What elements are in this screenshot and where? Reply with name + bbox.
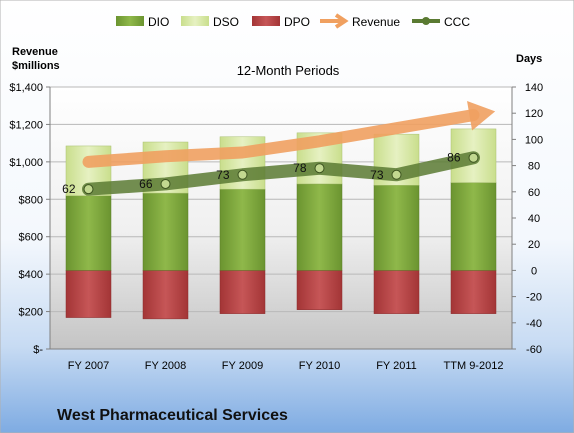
ccc-data-label: 78 xyxy=(293,161,307,175)
legend-item-ccc: CCC xyxy=(412,15,470,29)
company-name: West Pharmaceutical Services xyxy=(57,407,288,424)
bar-dio xyxy=(219,188,266,271)
left-tick-label: $200 xyxy=(19,307,43,319)
right-tick-label: -40 xyxy=(526,318,542,330)
left-axis-ticks: $- $200 $400 $600 $800 $1,000 $1,200 $1,400 xyxy=(9,82,50,356)
legend-item-dio: DIO xyxy=(116,15,169,29)
chart-title: 12-Month Periods xyxy=(237,63,340,78)
ccc-data-label: 73 xyxy=(216,168,230,182)
ccc-data-label: 66 xyxy=(139,177,153,191)
bars xyxy=(65,128,497,320)
ccc-line xyxy=(82,151,480,196)
legend-swatch-dio xyxy=(116,16,144,26)
x-tick-label: FY 2008 xyxy=(145,360,186,372)
right-tick-label: 20 xyxy=(528,239,540,251)
right-tick-label: -20 xyxy=(526,292,542,304)
left-tick-label: $400 xyxy=(19,269,43,281)
left-tick-label: $1,400 xyxy=(9,82,43,94)
right-tick-label: 0 xyxy=(531,265,537,277)
bar-dpo xyxy=(65,270,112,318)
bar-dpo xyxy=(450,270,497,314)
plot-area xyxy=(50,87,512,349)
legend-swatch-dso xyxy=(181,16,209,26)
bar-dio xyxy=(65,195,112,271)
legend: DIO DSO DPO Revenue CCC xyxy=(116,13,470,29)
bar-dpo xyxy=(296,270,343,310)
ccc-point xyxy=(160,178,171,189)
legend-swatch-dpo xyxy=(252,16,280,26)
revenue-series xyxy=(82,100,496,168)
ccc-point xyxy=(237,169,248,180)
legend-label-dpo: DPO xyxy=(284,15,310,29)
right-axis-ticks: -60 -40 -20 0 20 40 60 80 100 120 140 xyxy=(512,82,543,356)
ccc-point xyxy=(391,169,402,180)
x-tick-label: FY 2009 xyxy=(222,360,263,372)
left-tick-label: $600 xyxy=(19,232,43,244)
legend-item-dpo: DPO xyxy=(252,15,310,29)
x-tick-label: FY 2010 xyxy=(299,360,340,372)
legend-swatch-ccc xyxy=(422,17,430,25)
right-axis-title: Days xyxy=(516,53,542,65)
bar-dpo xyxy=(219,270,266,314)
legend-item-revenue: Revenue xyxy=(320,13,400,29)
legend-label-ccc: CCC xyxy=(444,15,470,29)
bar-dpo xyxy=(142,270,189,320)
x-axis-labels: FY 2007 FY 2008 FY 2009 FY 2010 FY 2011 TTM 9… xyxy=(68,360,504,372)
gridlines xyxy=(50,86,512,313)
right-tick-label: 60 xyxy=(528,187,540,199)
left-tick-label: $1,000 xyxy=(9,157,43,169)
ccc-data-label: 62 xyxy=(62,182,76,196)
legend-label-dio: DIO xyxy=(148,15,169,29)
ccc-data-label: 73 xyxy=(370,168,384,182)
bar-dpo xyxy=(373,270,420,314)
x-tick-label: FY 2011 xyxy=(376,360,417,372)
ccc-data-label: 86 xyxy=(447,151,461,165)
right-tick-label: 100 xyxy=(525,134,543,146)
legend-label-dso: DSO xyxy=(213,15,239,29)
bar-dio xyxy=(373,185,420,271)
revenue-line xyxy=(82,109,480,168)
right-tick-label: 80 xyxy=(528,161,540,173)
ccc-point xyxy=(83,184,94,195)
ccc-point xyxy=(468,152,479,163)
right-tick-label: 140 xyxy=(525,82,543,94)
bar-dio xyxy=(142,192,189,271)
left-tick-label: $1,200 xyxy=(9,119,43,131)
ccc-point xyxy=(314,163,325,174)
bar-dio xyxy=(296,183,343,271)
right-tick-label: -60 xyxy=(526,344,542,356)
x-tick-label: TTM 9-2012 xyxy=(444,360,504,372)
x-tick-label: FY 2007 xyxy=(68,360,109,372)
ccc-series: 62 66 73 78 73 86 xyxy=(62,151,480,196)
bar-dio xyxy=(450,182,497,271)
legend-swatch-revenue xyxy=(320,13,349,29)
left-tick-label: $800 xyxy=(19,194,43,206)
left-tick-label: $- xyxy=(33,344,43,356)
revenue-arrowhead xyxy=(467,100,496,131)
legend-label-revenue: Revenue xyxy=(352,15,400,29)
left-axis-title: Revenue $millions xyxy=(12,46,60,72)
legend-item-dso: DSO xyxy=(181,15,239,29)
right-tick-label: 120 xyxy=(525,108,543,120)
right-tick-label: 40 xyxy=(528,213,540,225)
